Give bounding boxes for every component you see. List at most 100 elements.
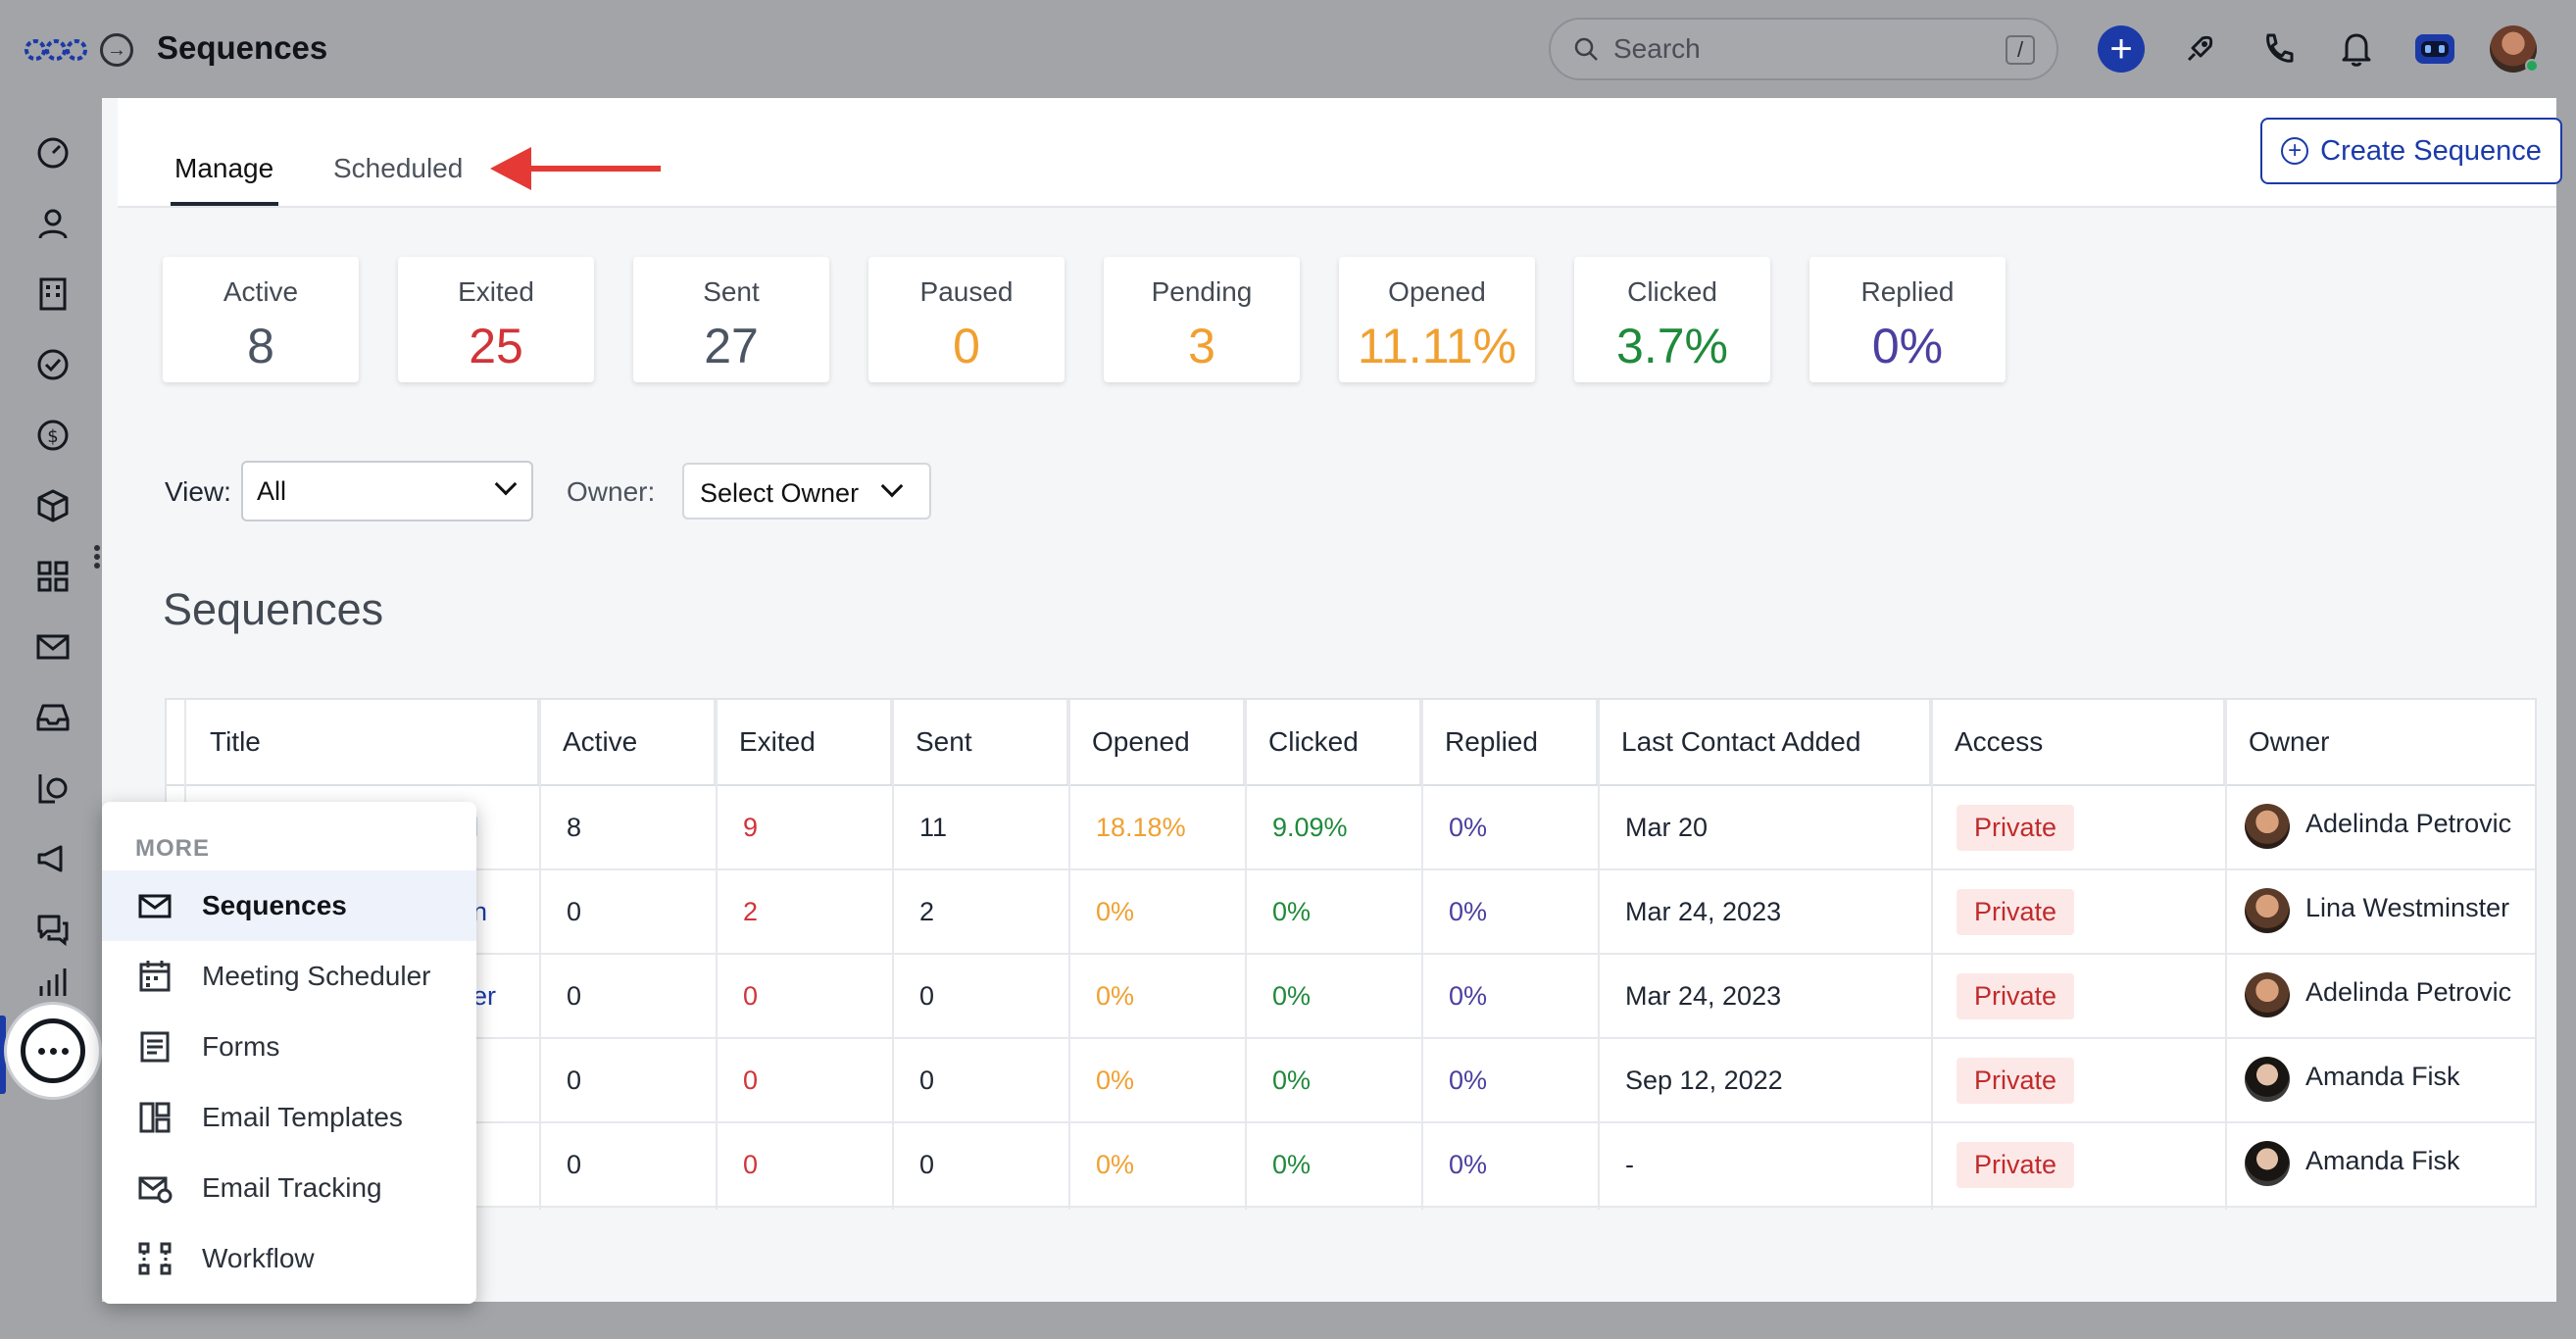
user-avatar[interactable] [2490,25,2539,73]
stat-label: Replied [1860,276,1955,307]
stat-label: Active [223,276,299,307]
stat-card-pending: Pending 3 [1104,257,1300,382]
cell-owner: Adelinda Petrovic [2305,977,2512,1007]
left-nav-rail: $ [0,98,108,1339]
main-content: Manage Scheduled + Create Sequence Activ… [102,98,2562,1302]
stat-value: 0% [1871,319,1944,373]
cell-opened: 18.18% [1096,813,1186,842]
menu-item-meeting-scheduler[interactable]: Meeting Scheduler [102,941,476,1012]
contact-icon[interactable] [35,206,71,241]
product-icon[interactable] [35,488,71,523]
cell-opened: 0% [1096,981,1135,1011]
more-menu-button[interactable] [4,1002,102,1100]
menu-item-label: Meeting Scheduler [202,961,431,991]
column-header-active[interactable]: Active [539,700,716,784]
menu-heading: MORE [135,835,210,862]
column-header-access[interactable]: Access [1931,700,2225,784]
cell-clicked: 0% [1272,897,1312,926]
access-badge: Private [1957,1058,2075,1104]
stat-card-sent: Sent 27 [633,257,829,382]
company-icon[interactable] [35,276,71,312]
column-header-owner[interactable]: Owner [2249,726,2330,757]
rail-drag-handle[interactable] [94,545,100,569]
cell-clicked: 9.09% [1272,813,1348,842]
sequence-title-link[interactable]: er [472,981,497,1011]
cell-last-contact: Mar 20 [1625,813,1709,842]
campaign-icon[interactable] [35,841,71,876]
inbox-icon[interactable] [35,700,71,735]
cell-sent: 0 [919,981,935,1011]
cell-sent: 0 [919,1150,935,1179]
create-sequence-label: Create Sequence [2320,134,2542,167]
deal-icon[interactable]: $ [35,418,71,453]
search-placeholder: Search [1613,33,1701,64]
menu-item-label: Forms [202,1031,280,1062]
cell-sent: 0 [919,1066,935,1095]
column-header-title[interactable]: Title [186,700,539,784]
phone-icon[interactable] [2254,25,2302,73]
online-status-indicator [2525,59,2539,73]
cell-last-contact: Mar 24, 2023 [1625,897,1782,926]
task-icon[interactable] [35,347,71,382]
create-sequence-button[interactable]: + Create Sequence [2260,118,2562,184]
tab-manage[interactable]: Manage [174,153,274,183]
cell-exited: 0 [743,1150,759,1179]
active-nav-marker [0,1016,6,1094]
cell-active: 0 [567,897,582,926]
column-header-clicked[interactable]: Clicked [1245,700,1421,784]
active-tab-underline [171,202,278,206]
sequences-table: Title Active Exited Sent Opened Clicked … [165,698,2537,1210]
dashboard-icon[interactable] [35,135,71,171]
cell-opened: 0% [1096,1150,1135,1179]
top-bar: → Sequences Search / + [0,0,2576,98]
stat-card-clicked: Clicked 3.7% [1574,257,1770,382]
search-input[interactable]: Search / [1549,18,2058,80]
mail-icon [138,894,172,918]
chat-icon[interactable] [35,912,71,947]
stat-card-exited: Exited 25 [398,257,594,382]
page-title: Sequences [157,29,328,66]
menu-item-sequences[interactable]: Sequences [102,870,476,941]
cell-opened: 0% [1096,1066,1135,1095]
menu-item-email-templates[interactable]: Email Templates [102,1082,476,1153]
more-menu-popup: MORE Sequences Meeting Scheduler Forms E… [102,802,476,1304]
reports-icon[interactable] [35,965,71,1000]
menu-item-workflow[interactable]: Workflow [102,1223,476,1294]
annotation-arrow-icon [490,147,661,190]
mail-icon[interactable] [35,629,71,665]
chart-icon[interactable] [35,770,71,806]
form-icon [140,1031,170,1063]
column-header-opened[interactable]: Opened [1068,700,1245,784]
rocket-icon[interactable] [2176,25,2223,73]
cell-active: 0 [567,981,582,1011]
menu-item-email-tracking[interactable]: Email Tracking [102,1153,476,1223]
search-icon [1574,37,1598,61]
column-header-last-contact[interactable]: Last Contact Added [1598,700,1931,784]
calendar-icon [139,961,171,992]
cell-exited: 9 [743,813,759,842]
stat-value: 3.7% [1616,319,1728,373]
assistant-bot-icon[interactable] [2411,25,2458,73]
expand-arrow-icon[interactable]: → [100,33,133,67]
column-header-replied[interactable]: Replied [1421,700,1598,784]
cell-last-contact: Sep 12, 2022 [1625,1066,1783,1095]
tab-scheduled[interactable]: Scheduled [333,153,464,183]
apps-icon[interactable] [35,559,71,594]
add-button[interactable]: + [2098,25,2145,73]
stat-card-active: Active 8 [163,257,359,382]
bell-icon[interactable] [2333,25,2380,73]
cell-sent: 11 [919,813,948,842]
view-label: View: [165,476,231,507]
column-header-exited[interactable]: Exited [716,700,892,784]
column-header-sent[interactable]: Sent [892,700,1068,784]
owner-select[interactable]: Select Owner [682,463,931,520]
cell-active: 0 [567,1150,582,1179]
brand-logo-icon[interactable] [24,33,88,67]
menu-item-forms[interactable]: Forms [102,1012,476,1082]
section-title: Sequences [163,584,384,634]
stat-value: 11.11% [1357,319,1517,373]
view-select[interactable]: All [241,461,533,521]
stat-value: 0 [953,319,980,373]
cell-exited: 2 [743,897,759,926]
cell-exited: 0 [743,1066,759,1095]
